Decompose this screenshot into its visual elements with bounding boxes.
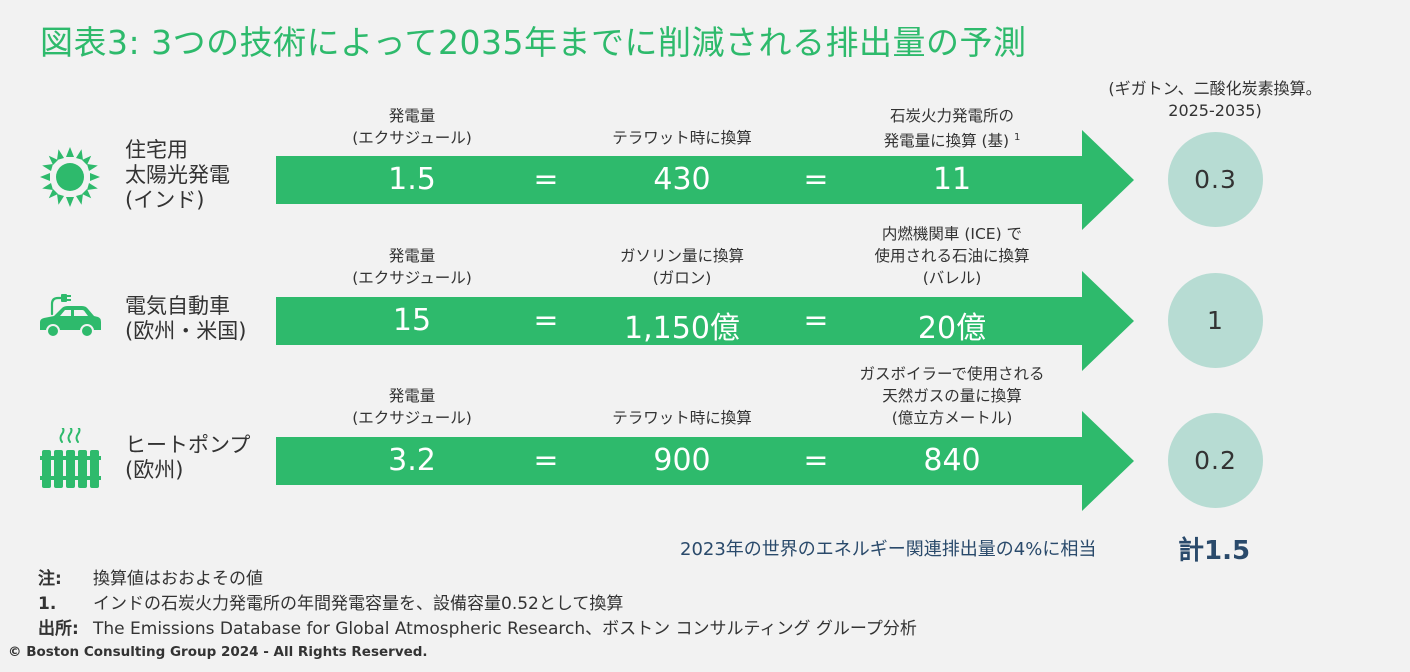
- header-conversion: テラワット時に換算: [612, 129, 752, 147]
- header-conversion: テラワット時に換算: [612, 409, 752, 427]
- result-circle: 1: [1168, 273, 1263, 368]
- row-label: 住宅用 太陽光発電 (インド): [125, 138, 230, 212]
- total-value: 計1.5: [1178, 536, 1251, 566]
- footnote-marker: 1: [1014, 132, 1021, 143]
- value-energy: 15: [392, 303, 432, 338]
- arrow-shape: [276, 271, 1134, 371]
- note-line: 出所: The Emissions Database for Global Atm…: [38, 619, 917, 639]
- header-energy: 発電量 (エクサジュール): [352, 387, 472, 427]
- equals-sign: =: [803, 443, 829, 478]
- arrow-shape: [276, 411, 1134, 511]
- electric-car-icon: [38, 288, 102, 348]
- arrow-shape: [276, 130, 1134, 230]
- equals-sign: =: [533, 162, 559, 197]
- value-equivalent: 840: [923, 443, 981, 478]
- page-title: 図表3: 3つの技術によって2035年までに削減される排出量の予測: [40, 23, 1027, 62]
- equals-sign: =: [533, 443, 559, 478]
- header-conversion: ガソリン量に換算 (ガロン): [619, 247, 744, 287]
- value-equivalent: 20億: [917, 311, 987, 346]
- header-equivalent: 石炭火力発電所の 発電量に換算 (基) 1: [883, 107, 1021, 151]
- result-circle: 0.3: [1168, 132, 1263, 227]
- result-circle: 0.2: [1168, 413, 1263, 508]
- note-line: 注: 換算値はおおよその値: [38, 569, 263, 589]
- value-conversion: 430: [653, 162, 711, 197]
- value-energy: 1.5: [388, 162, 436, 197]
- heat-pump-radiator-icon: [38, 426, 102, 494]
- sun-icon: [38, 145, 102, 213]
- copyright: © Boston Consulting Group 2024 - All Rig…: [8, 644, 428, 660]
- row-label: 電気自動車 (欧州・米国): [125, 294, 247, 343]
- footnotes: 注: 換算値はおおよその値 1. インドの石炭火力発電所の年間発電容量を、設備容量0…: [38, 567, 917, 642]
- header-equivalent: ガスボイラーで使用される 天然ガスの量に換算 (億立方メートル): [859, 365, 1045, 427]
- value-energy: 3.2: [388, 443, 436, 478]
- header-equivalent: 内燃機関車 (ICE) で 使用される石油に換算 (バレル): [874, 225, 1030, 287]
- equals-sign: =: [803, 303, 829, 338]
- unit-note: (ギガトン、二酸化炭素換算。 2025-2035): [1108, 79, 1322, 120]
- row-label: ヒートポンプ (欧州): [125, 433, 251, 482]
- equivalence-note: 2023年の世界のエネルギー関連排出量の4%に相当: [680, 539, 1097, 560]
- header-energy: 発電量 (エクサジュール): [352, 107, 472, 147]
- equals-sign: =: [803, 162, 829, 197]
- value-conversion: 900: [653, 443, 711, 478]
- note-line: 1. インドの石炭火力発電所の年間発電容量を、設備容量0.52として換算: [38, 594, 624, 614]
- header-energy: 発電量 (エクサジュール): [352, 247, 472, 287]
- value-equivalent: 11: [932, 162, 972, 197]
- value-conversion: 1,150億: [624, 311, 740, 346]
- equals-sign: =: [533, 303, 559, 338]
